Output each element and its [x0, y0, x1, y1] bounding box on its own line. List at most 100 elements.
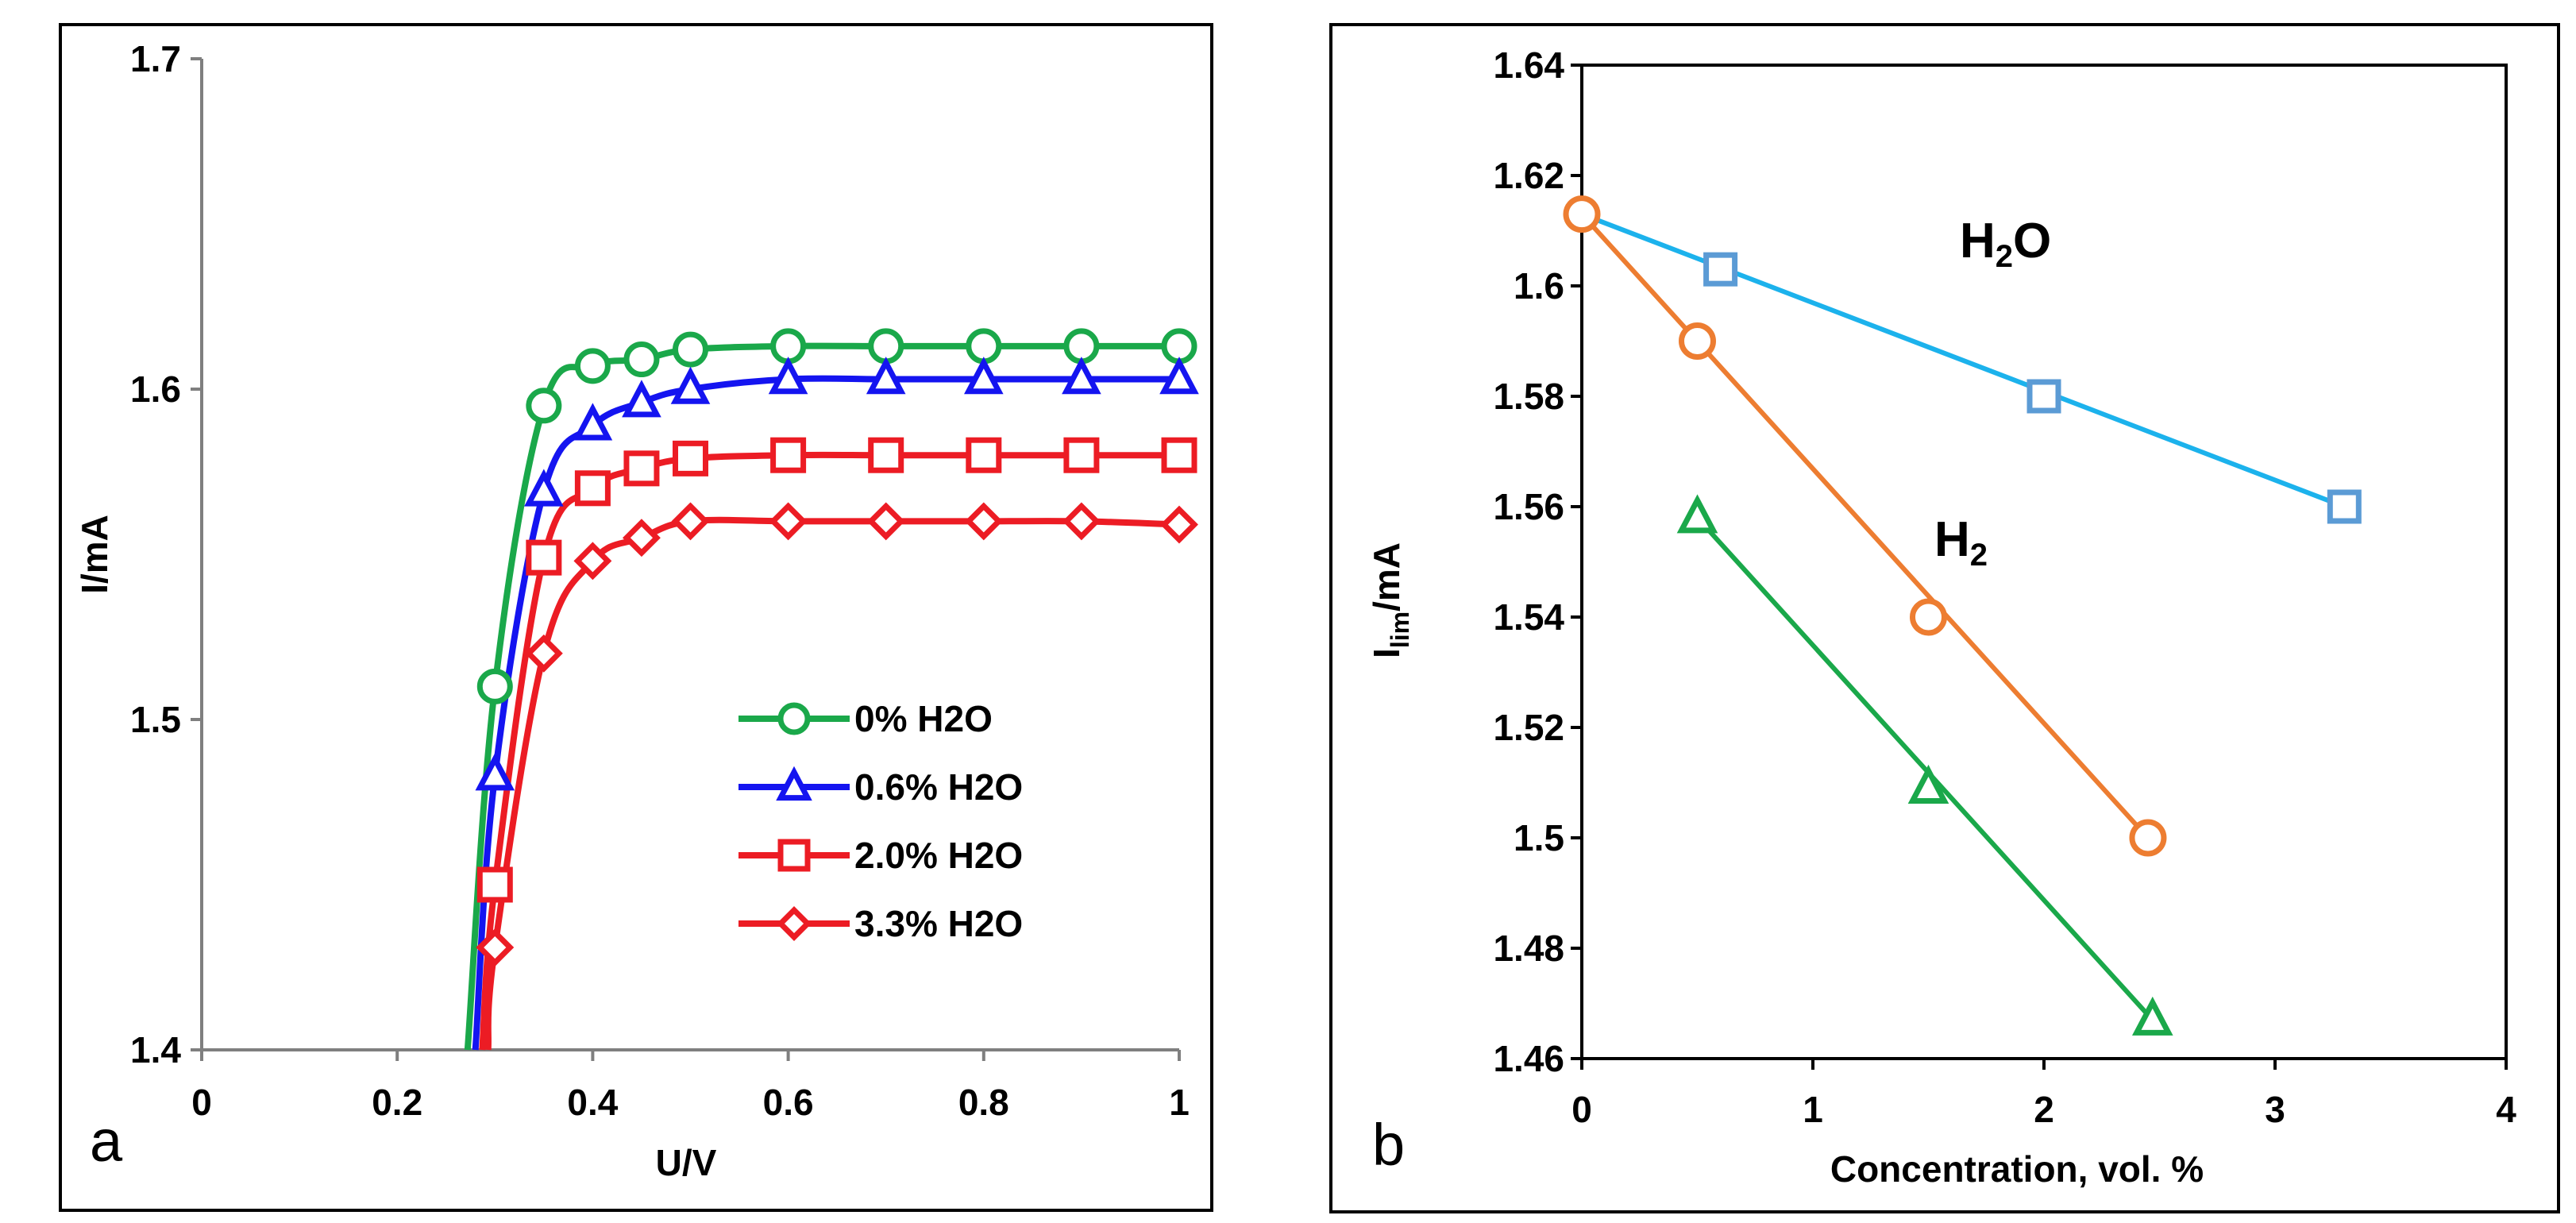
data-point — [476, 866, 513, 903]
data-point — [1161, 437, 1197, 473]
x-tick-label: 0.6 — [763, 1082, 814, 1123]
data-point — [1159, 357, 1199, 395]
data-point — [526, 539, 562, 576]
data-point — [524, 634, 563, 673]
data-point — [769, 502, 808, 541]
data-point — [526, 388, 562, 424]
data-point — [1676, 494, 1718, 534]
y-tick-label: 1.6 — [1514, 265, 1564, 307]
data-point — [476, 928, 515, 966]
legend-marker — [777, 906, 812, 941]
y-tick-label: 1.62 — [1493, 155, 1564, 196]
h2-annotation-main: H — [1934, 512, 1970, 567]
data-point — [1160, 505, 1198, 544]
panel-a: 1.4 1.5 1.6 1.7 0 0.2 0.4 0.6 0.8 1 0% H2O 0.6% H2… — [59, 23, 1213, 1212]
y-tick-label: 1.46 — [1493, 1038, 1564, 1079]
h2o-annotation-main: H — [1960, 214, 1996, 268]
y-tick-label: 1.5 — [130, 699, 181, 740]
data-point — [623, 341, 660, 378]
data-point — [623, 519, 661, 557]
x-tick-label: 1 — [1803, 1089, 1823, 1130]
data-point — [622, 380, 661, 418]
data-point — [671, 502, 710, 541]
y-title-subscript: lim — [1386, 612, 1414, 648]
data-point — [1063, 437, 1100, 473]
legend-marker — [777, 839, 811, 872]
y-tick-label: 1.5 — [1514, 817, 1564, 858]
x-tick-label: 1 — [1169, 1082, 1190, 1123]
panel-a-ticks: 1.4 1.5 1.6 1.7 0 0.2 0.4 0.6 0.8 1 — [130, 38, 1190, 1123]
panel-b: 1.46 1.48 1.5 1.52 1.54 1.56 1.58 1.6 1.62 1.64 0 1… — [1329, 23, 2560, 1213]
h2o-annotation-subscript: 2 — [1996, 239, 2013, 274]
panel-b-frame — [1329, 23, 2560, 1213]
y-tick-label: 1.48 — [1493, 928, 1564, 969]
data-point — [964, 502, 1003, 541]
series-line — [472, 375, 1179, 1051]
data-point — [623, 450, 660, 487]
y-tick-label: 1.54 — [1493, 596, 1564, 638]
data-point — [573, 542, 612, 581]
data-point — [1679, 322, 1716, 360]
data-point — [2131, 996, 2173, 1036]
data-point — [1703, 252, 1738, 287]
x-tick-label: 0.4 — [567, 1082, 618, 1123]
data-point — [1910, 598, 1947, 636]
data-point — [1563, 195, 1601, 233]
data-point — [964, 357, 1004, 395]
y-tick-label: 1.64 — [1493, 44, 1564, 86]
panel-a-markers — [475, 328, 1199, 966]
y-tick-label: 1.58 — [1493, 376, 1564, 417]
x-tick-label: 0 — [191, 1082, 212, 1123]
data-point — [1062, 357, 1101, 395]
panel-b-label: b — [1372, 1112, 1405, 1178]
data-point — [673, 440, 708, 476]
panel-b-ticks: 1.46 1.48 1.5 1.52 1.54 1.56 1.58 1.6 1.62 1.64 0 1… — [1493, 44, 2516, 1130]
y-title-main: I — [1366, 648, 1407, 658]
data-point — [670, 366, 711, 404]
legend-label: 3.3% H2O — [854, 903, 1023, 944]
legend-marker — [776, 766, 812, 801]
data-point — [475, 753, 515, 791]
h2o-annotation-rest: O — [2013, 214, 2051, 268]
y-tick-label: 1.4 — [130, 1029, 181, 1071]
data-point — [573, 403, 613, 441]
data-point — [2327, 489, 2362, 524]
legend-label: 0% H2O — [854, 698, 993, 739]
data-point — [1907, 764, 1949, 804]
data-point — [868, 437, 904, 473]
x-tick-label: 3 — [2265, 1089, 2285, 1130]
data-point — [574, 470, 611, 507]
legend-label: 2.0% H2O — [854, 835, 1023, 876]
h2o-annotation: H2O — [1960, 214, 2051, 274]
data-point — [673, 331, 708, 368]
x-tick-label: 0.8 — [958, 1082, 1009, 1123]
data-point — [524, 469, 564, 507]
data-point — [768, 357, 808, 395]
y-tick-label: 1.52 — [1493, 707, 1564, 748]
h2-annotation-subscript: 2 — [1970, 538, 1988, 573]
legend-label: 0.6% H2O — [854, 766, 1023, 808]
h2-annotation: H2 — [1934, 512, 1988, 573]
y-tick-label: 1.56 — [1493, 486, 1564, 527]
data-point — [866, 357, 906, 395]
data-point — [1062, 502, 1101, 541]
data-point — [574, 348, 611, 384]
y-title-unit: /mA — [1366, 542, 1407, 612]
x-tick-label: 2 — [2034, 1089, 2054, 1130]
data-point — [2026, 379, 2061, 414]
data-point — [770, 437, 807, 473]
y-tick-label: 1.6 — [130, 368, 181, 410]
x-tick-label: 0 — [1571, 1089, 1592, 1130]
fit-line — [1579, 212, 2150, 840]
panel-a-x-axis-title: U/V — [656, 1142, 717, 1183]
fit-line — [1695, 515, 2154, 1022]
x-tick-label: 0.2 — [372, 1082, 422, 1123]
legend-marker — [777, 702, 811, 735]
data-point — [866, 502, 905, 541]
data-point — [966, 437, 1002, 473]
series-line — [479, 451, 1179, 1051]
x-tick-label: 4 — [2496, 1089, 2516, 1130]
data-point — [476, 668, 513, 704]
panel-b-markers — [1563, 195, 2362, 1036]
